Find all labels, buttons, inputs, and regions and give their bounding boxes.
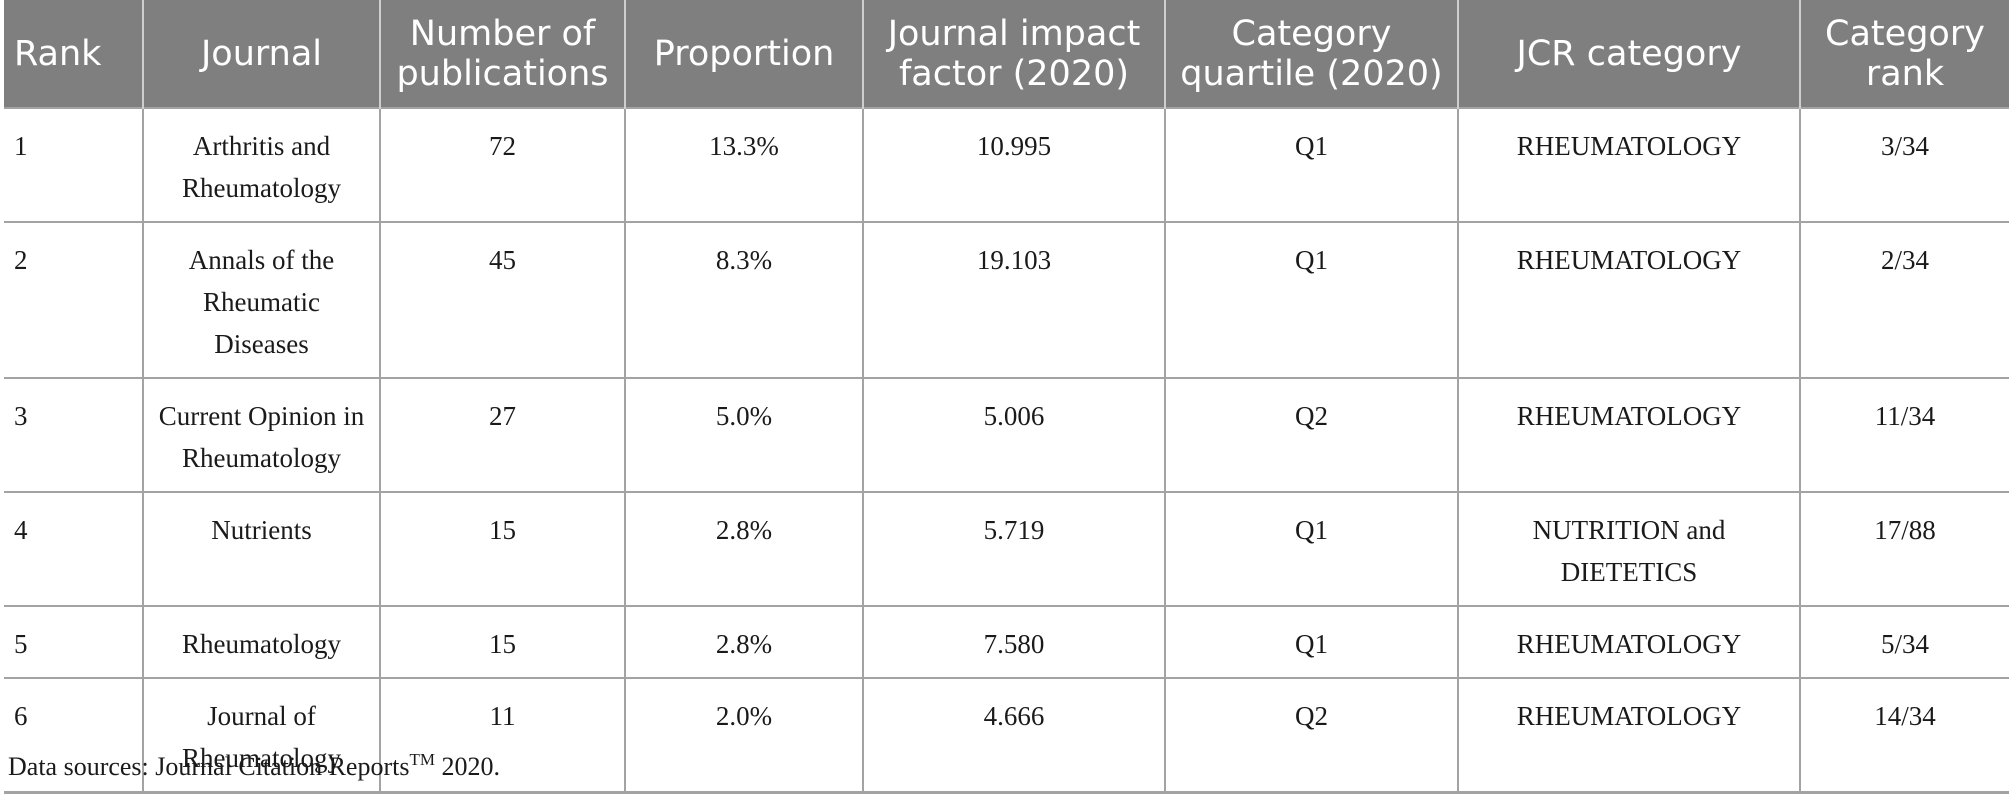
cell-impact-factor: 10.995 — [862, 107, 1165, 222]
table-row: 3 Current Opinion in Rheumatology 27 5.0… — [4, 377, 2009, 492]
cell-rank: 3 — [4, 377, 143, 492]
table-row: 2 Annals of the Rheumatic Diseases 45 8.… — [4, 221, 2009, 378]
cell-category-rank: 11/34 — [1799, 377, 2009, 492]
table-container: Rank Journal Number of publications Prop… — [4, 0, 2009, 794]
cell-quartile: Q2 — [1164, 677, 1458, 793]
header-quartile: Category quartile (2020) — [1164, 0, 1458, 108]
cell-quartile: Q1 — [1164, 221, 1458, 378]
cell-category-rank: 17/88 — [1799, 491, 2009, 606]
header-row: Rank Journal Number of publications Prop… — [4, 0, 2009, 108]
table-row: 1 Arthritis and Rheumatology 72 13.3% 10… — [4, 107, 2009, 222]
cell-quartile: Q1 — [1164, 107, 1458, 222]
header-impact-factor: Journal impact factor (2020) — [862, 0, 1165, 108]
cell-impact-factor: 4.666 — [862, 677, 1165, 793]
trademark-superscript: TM — [409, 750, 435, 769]
cell-impact-factor: 5.006 — [862, 377, 1165, 492]
cell-impact-factor: 7.580 — [862, 605, 1165, 678]
cell-quartile: Q1 — [1164, 605, 1458, 678]
cell-category-rank: 14/34 — [1799, 677, 2009, 793]
journal-table: Rank Journal Number of publications Prop… — [4, 0, 2009, 794]
cell-jcr-category: RHEUMATOLOGY — [1457, 107, 1800, 222]
cell-publications: 27 — [379, 377, 625, 492]
table-row: 5 Rheumatology 15 2.8% 7.580 Q1 RHEUMATO… — [4, 605, 2009, 678]
cell-proportion: 13.3% — [624, 107, 863, 222]
footnote-text: Data sources: Journal Citation Reports — [8, 752, 410, 781]
cell-jcr-category: NUTRITION and DIETETICS — [1457, 491, 1800, 606]
cell-rank: 4 — [4, 491, 143, 606]
cell-journal: Arthritis and Rheumatology — [142, 107, 380, 222]
cell-jcr-category: RHEUMATOLOGY — [1457, 377, 1800, 492]
cell-category-rank: 5/34 — [1799, 605, 2009, 678]
header-journal: Journal — [142, 0, 380, 108]
data-source-footnote: Data sources: Journal Citation ReportsTM… — [8, 750, 500, 782]
cell-quartile: Q1 — [1164, 491, 1458, 606]
cell-category-rank: 3/34 — [1799, 107, 2009, 222]
table-row: 4 Nutrients 15 2.8% 5.719 Q1 NUTRITION a… — [4, 491, 2009, 606]
cell-publications: 15 — [379, 491, 625, 606]
header-category-rank: Category rank — [1799, 0, 2009, 108]
cell-journal: Current Opinion in Rheumatology — [142, 377, 380, 492]
cell-journal: Nutrients — [142, 491, 380, 606]
header-proportion: Proportion — [624, 0, 863, 108]
cell-journal: Rheumatology — [142, 605, 380, 678]
cell-publications: 11 — [379, 677, 625, 793]
cell-rank: 5 — [4, 605, 143, 678]
cell-category-rank: 2/34 — [1799, 221, 2009, 378]
header-publications: Number of publications — [379, 0, 625, 108]
cell-publications: 15 — [379, 605, 625, 678]
cell-jcr-category: RHEUMATOLOGY — [1457, 677, 1800, 793]
cell-impact-factor: 5.719 — [862, 491, 1165, 606]
cell-proportion: 2.8% — [624, 491, 863, 606]
header-rank: Rank — [4, 0, 143, 108]
cell-jcr-category: RHEUMATOLOGY — [1457, 221, 1800, 378]
cell-rank: 2 — [4, 221, 143, 378]
cell-journal: Journal of Rheumatology — [142, 677, 380, 793]
cell-impact-factor: 19.103 — [862, 221, 1165, 378]
cell-publications: 72 — [379, 107, 625, 222]
cell-publications: 45 — [379, 221, 625, 378]
cell-proportion: 2.8% — [624, 605, 863, 678]
cell-journal: Annals of the Rheumatic Diseases — [142, 221, 380, 378]
header-jcr-category: JCR category — [1457, 0, 1800, 108]
cell-proportion: 2.0% — [624, 677, 863, 793]
table-row: 6 Journal of Rheumatology 11 2.0% 4.666 … — [4, 677, 2009, 793]
cell-quartile: Q2 — [1164, 377, 1458, 492]
cell-proportion: 8.3% — [624, 221, 863, 378]
cell-rank: 6 — [4, 677, 143, 793]
cell-rank: 1 — [4, 107, 143, 222]
footnote-year: 2020. — [434, 752, 500, 781]
cell-proportion: 5.0% — [624, 377, 863, 492]
cell-jcr-category: RHEUMATOLOGY — [1457, 605, 1800, 678]
